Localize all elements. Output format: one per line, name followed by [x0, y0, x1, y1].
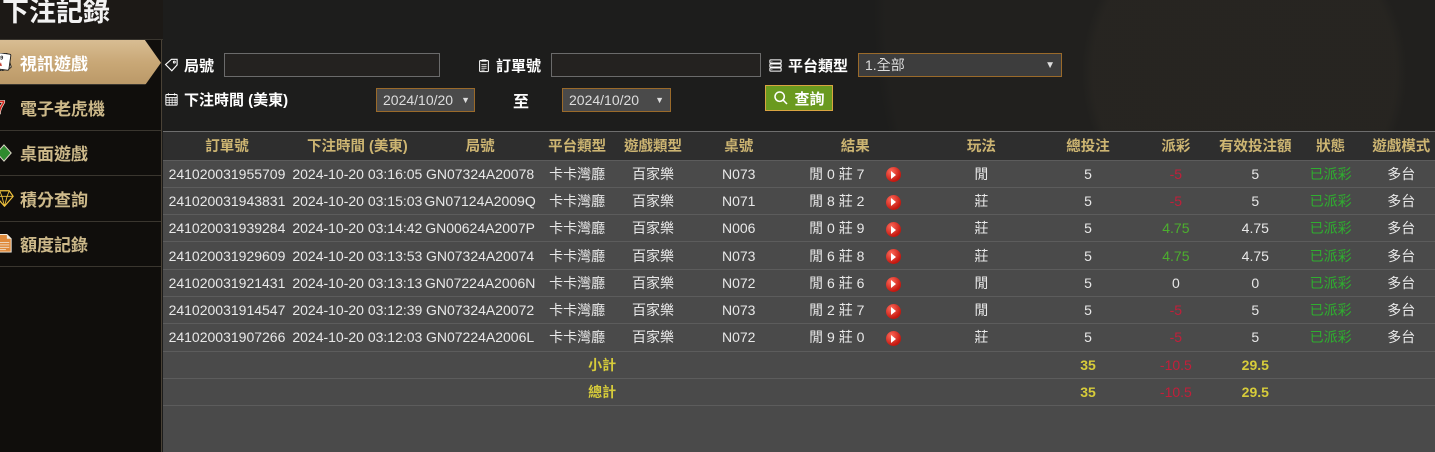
svg-text:7: 7 [0, 98, 6, 118]
